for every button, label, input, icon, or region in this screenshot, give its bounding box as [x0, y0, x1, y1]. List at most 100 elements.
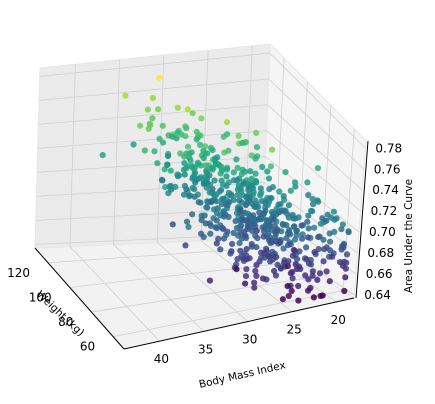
data-point [267, 258, 274, 265]
data-point [295, 263, 303, 270]
data-point [208, 198, 215, 206]
grid-line [267, 104, 363, 191]
data-point [186, 150, 193, 157]
data-point [304, 234, 312, 241]
grid-line [39, 78, 269, 101]
data-point [181, 171, 188, 178]
data-point [317, 292, 324, 300]
data-point [146, 120, 153, 127]
data-point [304, 179, 311, 186]
data-point [169, 133, 176, 140]
data-point [229, 240, 236, 248]
data-point [200, 147, 207, 154]
data-point [289, 275, 296, 282]
grid-line [268, 78, 365, 170]
data-point [326, 278, 333, 285]
data-point [162, 184, 169, 191]
data-point [206, 172, 213, 179]
data-point [220, 213, 228, 220]
z-tick-label: 0.74 [372, 183, 399, 197]
z-tick-label: 0.78 [375, 141, 402, 155]
data-point [291, 223, 298, 230]
grid-line [266, 130, 361, 212]
data-point [293, 232, 300, 239]
data-point [223, 173, 230, 180]
data-point [122, 92, 129, 99]
data-point [280, 193, 287, 200]
data-point [324, 211, 331, 218]
data-point [154, 160, 161, 167]
z-tick-label: 0.70 [369, 225, 396, 239]
data-point [266, 186, 273, 193]
z-tick-label: 0.76 [374, 162, 401, 176]
data-point [151, 148, 158, 155]
data-point [182, 242, 189, 249]
data-point [260, 233, 267, 240]
z-tick-label: 0.72 [371, 204, 398, 218]
data-point [253, 129, 260, 136]
data-point [274, 227, 281, 234]
data-point [309, 272, 316, 279]
data-point [253, 227, 260, 234]
data-point [198, 217, 205, 224]
data-point [212, 224, 219, 231]
data-point [144, 106, 151, 113]
data-point [251, 284, 258, 291]
data-point [220, 195, 227, 202]
data-point [329, 253, 336, 260]
data-point [265, 175, 273, 182]
data-point [256, 209, 263, 216]
data-point [252, 170, 259, 177]
data-point [298, 222, 305, 229]
data-point [255, 216, 262, 223]
data-point [342, 274, 349, 281]
data-point [319, 215, 326, 222]
data-point [254, 235, 261, 242]
data-point [155, 106, 162, 113]
data-point [314, 197, 321, 204]
data-point [267, 195, 274, 202]
data-point [341, 287, 348, 295]
data-point [251, 220, 258, 227]
data-point [279, 296, 286, 303]
grid-line [91, 275, 321, 313]
data-point [197, 141, 204, 148]
data-point [197, 174, 204, 181]
data-point [189, 110, 196, 117]
data-point [261, 250, 268, 257]
x-axis-line [123, 297, 355, 350]
data-point [214, 205, 221, 212]
data-point [184, 143, 192, 150]
data-point [202, 162, 209, 169]
data-point [218, 177, 225, 184]
data-point [275, 201, 282, 208]
data-point [285, 202, 292, 209]
data-point [270, 216, 277, 223]
data-point [316, 270, 324, 277]
data-point [275, 209, 282, 216]
data-point [273, 253, 280, 261]
data-point [213, 217, 220, 224]
data-point [195, 199, 202, 206]
data-point [174, 104, 181, 111]
data-point [244, 226, 251, 233]
data-point [235, 132, 242, 139]
data-point [223, 119, 231, 126]
data-point [276, 188, 283, 195]
data-point [249, 227, 256, 234]
y-axis-line [34, 247, 125, 350]
data-point [198, 212, 205, 219]
data-point [309, 208, 316, 215]
data-point [183, 218, 191, 225]
grid-line [69, 64, 76, 247]
data-point [253, 261, 260, 269]
data-point [237, 229, 244, 236]
grid-line [269, 52, 366, 149]
data-point [247, 168, 254, 175]
grid-line [156, 55, 165, 243]
data-point [309, 196, 316, 203]
data-points [99, 74, 352, 304]
axis-panes [33, 42, 367, 350]
data-point [323, 244, 330, 251]
